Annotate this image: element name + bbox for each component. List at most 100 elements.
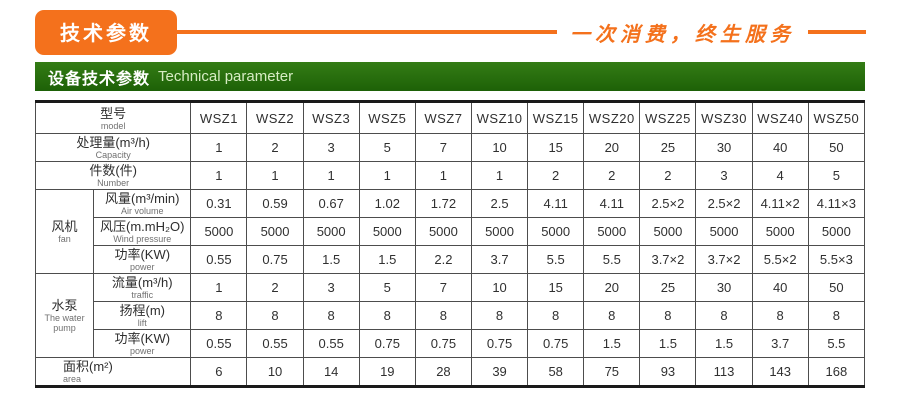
data-cell: 5 <box>358 133 416 162</box>
data-cell: 5000 <box>695 217 753 246</box>
label-cn: 风量(m³/min) <box>105 191 180 206</box>
data-cell: 5000 <box>190 217 248 246</box>
data-cell: 8 <box>695 301 753 330</box>
row-label-cell: 面积(m²) area <box>34 357 192 387</box>
data-cell: 8 <box>751 301 809 330</box>
label-cn: 件数(件) <box>89 163 138 178</box>
label-cn: 水泵 <box>51 298 78 313</box>
data-cell: 1.5 <box>583 329 641 358</box>
data-cell: 39 <box>470 357 529 387</box>
data-cell: 0.75 <box>358 329 416 358</box>
row-label-cell: 功率(KW) power <box>93 329 192 358</box>
label-en: traffic <box>131 290 154 300</box>
data-cell: 0.55 <box>190 245 248 274</box>
label-en: lift <box>137 318 147 328</box>
label-cn: 面积(m²) <box>63 359 113 374</box>
data-cell: 8 <box>639 301 697 330</box>
table-row: 风压(m.mH₂O) Wind pressure 5000 5000 5000 5000 5… <box>36 217 866 246</box>
label-cn: 流量(m³/h) <box>111 275 173 290</box>
data-cell: 143 <box>751 357 809 387</box>
data-cell: 10 <box>246 357 304 387</box>
data-cell: 1.5 <box>695 329 753 358</box>
data-cell: 5000 <box>807 217 866 246</box>
table-row: 水泵 The water pump 流量(m³/h) traffic 1 2 3 5 7 10 15… <box>34 273 866 358</box>
data-cell: 113 <box>695 357 753 387</box>
row-label-cell: 风量(m³/min) Air volume <box>93 189 192 218</box>
label-en: Air volume <box>120 206 164 216</box>
data-cell: 2 <box>639 161 697 190</box>
model-cell: WSZ3 <box>302 101 360 134</box>
data-cell: 93 <box>639 357 697 387</box>
data-cell: 5000 <box>751 217 809 246</box>
data-cell: 25 <box>639 273 697 302</box>
data-cell: 6 <box>190 357 248 387</box>
table-row: 扬程(m) lift 8 8 8 8 8 8 8 8 8 8 8 8 <box>36 301 866 330</box>
table-row: 处理量(m³/h) Capacity 1 2 3 5 7 10 15 20 25 30 40 50 <box>34 133 866 162</box>
section-title-en: Technical parameter <box>158 68 294 85</box>
model-cell: WSZ5 <box>358 101 416 134</box>
data-cell: 2.2 <box>414 245 472 274</box>
data-cell: 50 <box>807 273 866 302</box>
label-cn: 处理量(m³/h) <box>76 135 151 150</box>
model-cell: WSZ40 <box>751 101 809 134</box>
data-cell: 75 <box>583 357 641 387</box>
data-cell: 0.75 <box>470 329 529 358</box>
model-cell: WSZ20 <box>583 101 641 134</box>
label-cn: 功率(KW) <box>114 247 171 262</box>
data-cell: 4.11×2 <box>751 189 809 218</box>
data-cell: 1 <box>358 161 416 190</box>
model-cell: WSZ10 <box>470 101 529 134</box>
divider-line-long <box>177 30 557 34</box>
data-cell: 8 <box>470 301 529 330</box>
data-cell: 5000 <box>358 217 416 246</box>
data-cell: 50 <box>807 133 866 162</box>
data-cell: 1 <box>470 161 529 190</box>
data-cell: 168 <box>807 357 866 387</box>
data-cell: 1.5 <box>358 245 416 274</box>
data-cell: 1.5 <box>639 329 697 358</box>
data-cell: 1 <box>190 161 248 190</box>
data-cell: 8 <box>302 301 360 330</box>
label-cn: 风机 <box>51 219 78 234</box>
data-cell: 1 <box>302 161 360 190</box>
row-label-cell: 处理量(m³/h) Capacity <box>34 133 192 162</box>
data-cell: 3 <box>302 133 360 162</box>
data-cell: 7 <box>414 273 472 302</box>
label-en: Wind pressure <box>113 234 172 244</box>
data-cell: 1 <box>190 133 248 162</box>
data-cell: 10 <box>470 133 529 162</box>
data-cell: 5000 <box>246 217 304 246</box>
data-cell: 2 <box>246 273 304 302</box>
data-cell: 0.75 <box>527 329 585 358</box>
data-cell: 8 <box>527 301 585 330</box>
data-cell: 1 <box>190 273 248 302</box>
data-cell: 8 <box>190 301 248 330</box>
row-label-cell: 风压(m.mH₂O) Wind pressure <box>93 217 192 246</box>
data-cell: 4 <box>751 161 809 190</box>
data-cell: 5000 <box>527 217 585 246</box>
data-cell: 2.5×2 <box>695 189 753 218</box>
data-cell: 1.02 <box>358 189 416 218</box>
table-row: 面积(m²) area 6 10 14 19 28 39 58 75 93 113 143 168 <box>34 357 866 387</box>
data-cell: 0.75 <box>246 245 304 274</box>
data-cell: 5.5 <box>807 329 866 358</box>
data-cell: 5.5×3 <box>807 245 866 274</box>
data-cell: 0.67 <box>302 189 360 218</box>
data-cell: 40 <box>751 273 809 302</box>
data-cell: 5.5×2 <box>751 245 809 274</box>
data-cell: 2.5×2 <box>639 189 697 218</box>
data-cell: 5 <box>807 161 866 190</box>
data-cell: 8 <box>583 301 641 330</box>
slogan-text: 一次消费，终生服务 <box>570 21 795 46</box>
label-en: Number <box>97 178 130 188</box>
data-cell: 2 <box>583 161 641 190</box>
data-cell: 20 <box>583 133 641 162</box>
label-en: Capacity <box>95 150 131 160</box>
table-row: 件数(件) Number 1 1 1 1 1 1 2 2 2 3 4 5 <box>34 161 866 190</box>
model-cell: WSZ15 <box>527 101 585 134</box>
label-cn: 型号 <box>100 105 127 121</box>
label-en: power <box>129 262 155 272</box>
group-label-cell: 风机 fan <box>34 189 95 274</box>
model-cell: WSZ30 <box>695 101 753 134</box>
row-label-cell: 件数(件) Number <box>34 161 192 190</box>
